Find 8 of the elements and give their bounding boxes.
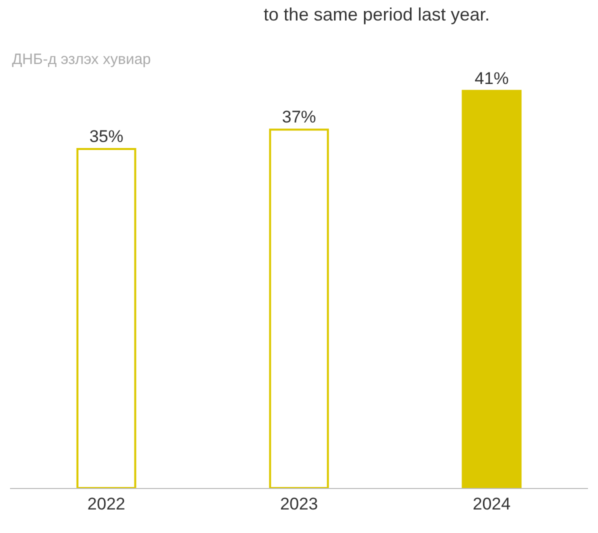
chart-subtitle: ДНБ-д эзлэх хувиар bbox=[12, 51, 151, 68]
data-label: 35% bbox=[89, 127, 124, 146]
x-tick-label: 2024 bbox=[472, 494, 511, 514]
x-tick-label: 2022 bbox=[87, 494, 126, 514]
chart-title: to the same period last year. bbox=[264, 4, 490, 25]
x-tick-label: 2023 bbox=[280, 494, 318, 514]
data-label: 37% bbox=[282, 108, 316, 127]
data-label: 41% bbox=[474, 68, 509, 88]
